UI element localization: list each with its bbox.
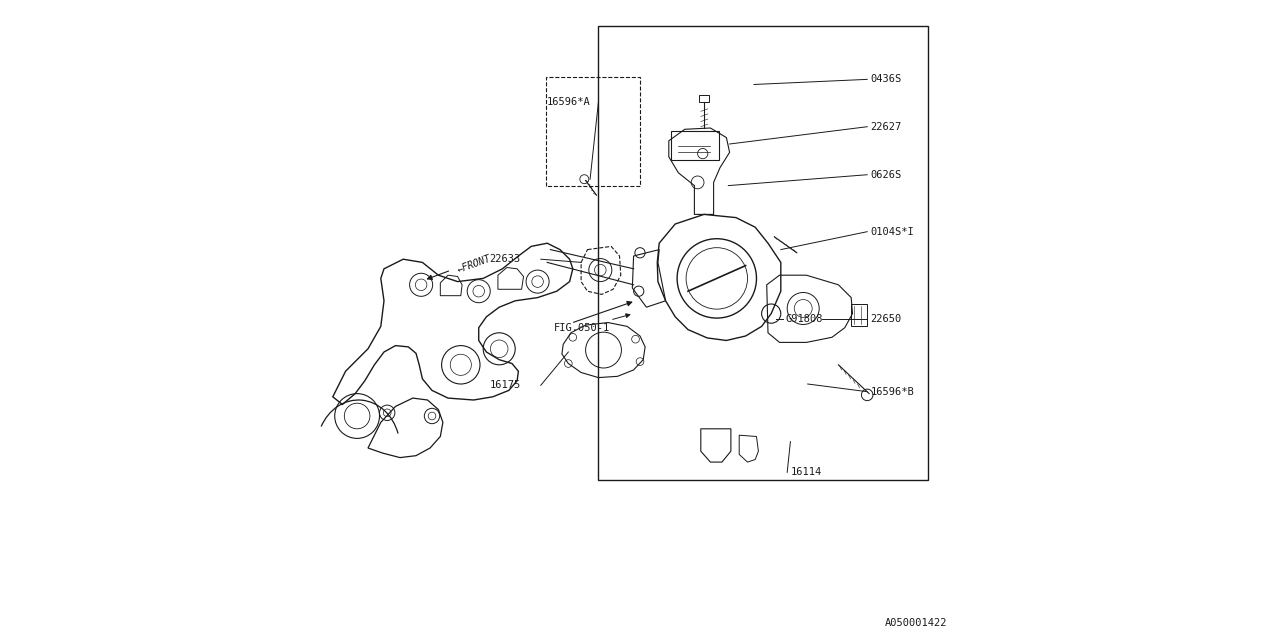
Bar (699, 95, 709, 102)
Text: 22633: 22633 (490, 254, 521, 264)
Text: 16175: 16175 (490, 380, 521, 390)
Text: 0104S*I: 0104S*I (870, 227, 914, 237)
Text: G91808: G91808 (786, 314, 823, 324)
Bar (671, 131, 719, 160)
Text: 22627: 22627 (870, 122, 901, 132)
Text: FIG.050-1: FIG.050-1 (554, 314, 630, 333)
Bar (851, 304, 868, 326)
Text: 22650: 22650 (870, 314, 901, 324)
Text: 0626S: 0626S (870, 170, 901, 180)
Text: 16114: 16114 (791, 467, 822, 477)
Text: 16596*A: 16596*A (548, 97, 591, 108)
Text: 16596*B: 16596*B (870, 387, 914, 397)
Text: 0436S: 0436S (870, 74, 901, 84)
Text: A050001422: A050001422 (884, 618, 947, 628)
Text: ←FRONT: ←FRONT (456, 253, 493, 275)
